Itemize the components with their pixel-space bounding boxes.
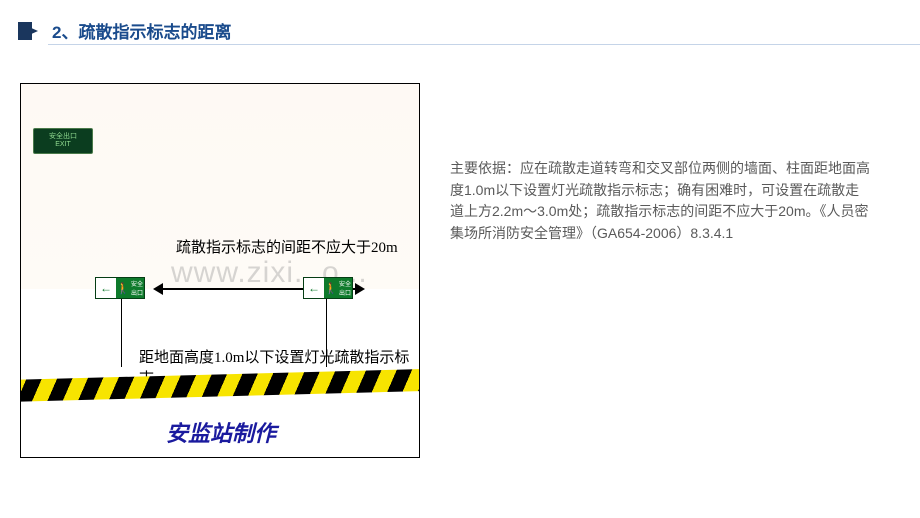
evacuation-sign-left: ← 🚶 安全出口 [95,277,145,299]
spacing-label: 疏散指示标志的间距不应大于20m [176,236,398,257]
sign-text: 安全出口 [338,279,352,297]
arrow-left-icon: ← [304,278,324,298]
header-accent-shape [18,22,38,40]
arrow-left-icon: ← [96,278,116,298]
slide-title: 2、疏散指示标志的距离 [52,18,231,43]
exit-sign: 安全出口 EXIT [33,128,93,154]
exit-sign-en: EXIT [34,141,92,149]
running-man-icon: 🚶 [116,282,130,295]
slide-header: 2、疏散指示标志的距离 [0,0,920,43]
header-divider [48,44,920,45]
evacuation-sign-right: ← 🚶 安全出口 [303,277,353,299]
description-paragraph: 主要依据：应在疏散走道转弯和交叉部位两侧的墙面、柱面距地面高度1.0m以下设置灯… [420,83,900,458]
credit-text: 安监站制作 [166,416,276,448]
sign-text: 安全出口 [130,279,144,297]
diagram-figure: 安全出口 EXIT 疏散指示标志的间距不应大于20m www.zixi...o.… [20,83,420,458]
content-row: 安全出口 EXIT 疏散指示标志的间距不应大于20m www.zixi...o.… [0,43,920,458]
exit-sign-cn: 安全出口 [34,133,92,141]
running-man-icon: 🚶 [324,282,338,295]
height-line-left [121,299,122,367]
